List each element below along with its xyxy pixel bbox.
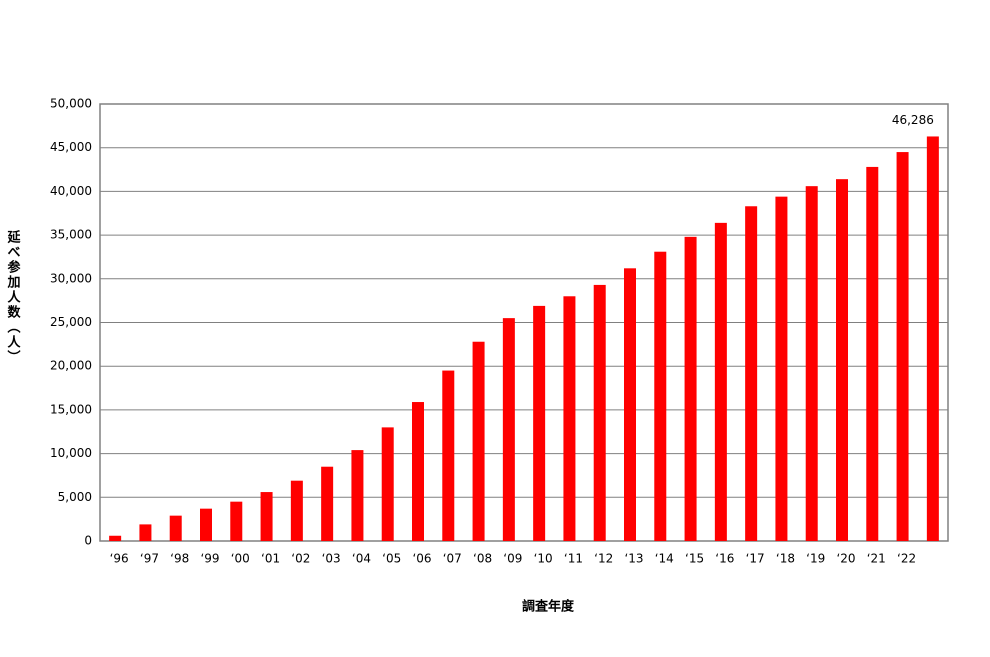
y-tick-label: 40,000 [50, 184, 92, 198]
bar [321, 466, 334, 541]
x-tick-label: ‘96 [110, 552, 129, 566]
bar [169, 515, 182, 541]
y-tick-label: 10,000 [50, 446, 92, 460]
x-tick-label: ‘98 [170, 552, 189, 566]
bar [836, 179, 848, 541]
bar [472, 341, 485, 541]
bar [139, 524, 152, 541]
bar [896, 152, 909, 541]
bar [260, 492, 273, 541]
bar [624, 268, 636, 541]
bar [654, 251, 667, 541]
bar [775, 196, 788, 542]
plot-frame [99, 103, 949, 542]
x-tick-label: ‘13 [624, 552, 643, 566]
x-tick-label: ‘18 [776, 552, 795, 566]
x-tick-label: ‘99 [200, 552, 219, 566]
y-tick-label: 5,000 [58, 490, 92, 504]
x-tick-label: ‘08 [473, 552, 492, 566]
bar [684, 236, 697, 541]
y-tick-label: 15,000 [50, 402, 92, 416]
bar [412, 402, 424, 541]
x-tick-label: ‘97 [140, 552, 159, 566]
value-label: 46,286 [892, 113, 934, 127]
bar [230, 501, 243, 541]
y-tick-label: 50,000 [50, 97, 92, 111]
bar [442, 370, 455, 541]
x-tick-label: ‘20 [836, 552, 855, 566]
x-tick-label: ‘14 [655, 552, 674, 566]
y-tick-label: 20,000 [50, 359, 92, 373]
x-tick-label: ‘12 [594, 552, 613, 566]
bar [109, 535, 122, 541]
x-tick-label: ‘19 [806, 552, 825, 566]
bar [200, 508, 212, 541]
y-tick-label: 25,000 [50, 315, 92, 329]
x-tick-label: ‘17 [746, 552, 765, 566]
y-axis-title: 延べ参加人数（人） [5, 229, 22, 365]
bar [745, 206, 758, 541]
x-tick-label: ‘15 [685, 552, 704, 566]
x-tick-label: ‘05 [382, 552, 401, 566]
x-tick-label: ‘00 [231, 552, 250, 566]
x-tick-label: ‘01 [261, 552, 280, 566]
bar [593, 284, 606, 541]
x-axis-title: 調査年度 [522, 599, 575, 615]
x-tick-label: ‘22 [897, 552, 916, 566]
x-tick-label: ‘02 [291, 552, 310, 566]
bar [866, 166, 879, 542]
y-tick-label: 30,000 [50, 271, 92, 285]
y-tick-label: 45,000 [50, 140, 92, 154]
x-tick-label: ‘04 [352, 552, 371, 566]
bar [290, 480, 303, 541]
bar [714, 222, 727, 541]
x-tick-label: ‘06 [412, 552, 431, 566]
x-tick-label: ‘03 [322, 552, 341, 566]
bar [351, 450, 364, 541]
bar [381, 427, 394, 541]
y-tick-label: 0 [84, 534, 92, 548]
x-tick-label: ‘10 [534, 552, 553, 566]
y-tick-label: 35,000 [50, 228, 92, 242]
x-tick-label: ‘07 [443, 552, 462, 566]
x-tick-label: ‘11 [564, 552, 583, 566]
bar [926, 136, 939, 541]
x-tick-label: ‘09 [503, 552, 522, 566]
bar [502, 318, 515, 541]
x-tick-label: ‘16 [715, 552, 734, 566]
x-tick-label: ‘21 [867, 552, 886, 566]
bar [805, 186, 818, 541]
bar [533, 305, 546, 541]
bar [563, 296, 576, 541]
